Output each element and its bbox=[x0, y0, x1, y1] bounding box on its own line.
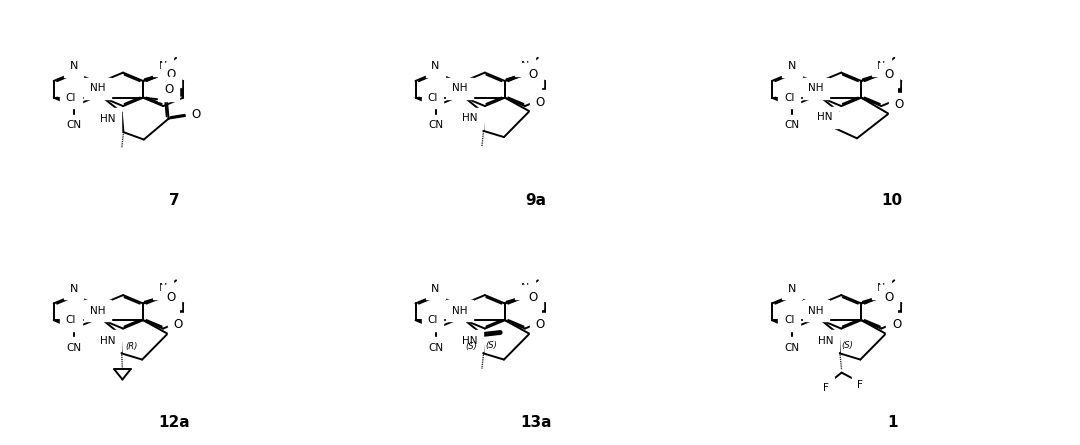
Text: O: O bbox=[164, 83, 173, 96]
Text: 7: 7 bbox=[168, 193, 179, 207]
Text: Cl: Cl bbox=[428, 315, 437, 325]
Text: F: F bbox=[823, 383, 828, 392]
Text: N: N bbox=[69, 61, 78, 71]
Text: (S): (S) bbox=[464, 343, 476, 352]
Text: HN: HN bbox=[461, 336, 477, 346]
Text: N: N bbox=[159, 283, 167, 293]
Text: N: N bbox=[431, 61, 440, 71]
Text: HN: HN bbox=[99, 336, 116, 346]
Text: O: O bbox=[894, 98, 904, 111]
Text: O: O bbox=[192, 109, 201, 121]
Text: 13a: 13a bbox=[521, 415, 552, 430]
Text: 9a: 9a bbox=[525, 193, 546, 207]
Text: N: N bbox=[69, 283, 78, 294]
Text: CN: CN bbox=[66, 343, 81, 353]
Text: CN: CN bbox=[66, 120, 81, 130]
Text: O: O bbox=[528, 291, 537, 303]
Text: NH: NH bbox=[451, 306, 468, 316]
Text: NH: NH bbox=[90, 83, 106, 93]
Text: N: N bbox=[431, 283, 440, 294]
Text: CN: CN bbox=[784, 120, 799, 130]
Text: O: O bbox=[536, 96, 544, 109]
Text: Cl: Cl bbox=[66, 315, 76, 325]
Text: N: N bbox=[787, 61, 796, 71]
Text: HN: HN bbox=[100, 114, 116, 124]
Text: (R): (R) bbox=[125, 343, 137, 352]
Text: O: O bbox=[892, 318, 901, 331]
Text: O: O bbox=[174, 318, 183, 331]
Text: O: O bbox=[528, 68, 537, 81]
Text: NH: NH bbox=[451, 83, 468, 93]
Text: Cl: Cl bbox=[428, 93, 437, 103]
Text: 1: 1 bbox=[887, 415, 897, 430]
Text: 10: 10 bbox=[881, 193, 903, 207]
Text: (S): (S) bbox=[485, 340, 497, 350]
Text: N: N bbox=[787, 283, 796, 294]
Text: O: O bbox=[536, 318, 544, 331]
Text: HN: HN bbox=[818, 336, 834, 346]
Text: NH: NH bbox=[808, 83, 824, 93]
Text: N: N bbox=[877, 283, 886, 293]
Text: O: O bbox=[885, 291, 893, 303]
Text: NH: NH bbox=[90, 306, 106, 316]
Text: N: N bbox=[521, 283, 529, 293]
Text: CN: CN bbox=[428, 343, 443, 353]
Text: CN: CN bbox=[428, 120, 443, 130]
Text: Cl: Cl bbox=[66, 93, 76, 103]
Text: CN: CN bbox=[784, 343, 799, 353]
Text: HN: HN bbox=[818, 113, 833, 122]
Text: Cl: Cl bbox=[784, 315, 794, 325]
Text: 12a: 12a bbox=[159, 415, 190, 430]
Text: O: O bbox=[166, 68, 175, 81]
Text: NH: NH bbox=[808, 306, 824, 316]
Text: N: N bbox=[159, 61, 167, 71]
Text: F: F bbox=[858, 380, 863, 391]
Text: (S): (S) bbox=[841, 340, 853, 350]
Text: HN: HN bbox=[461, 113, 477, 123]
Text: Cl: Cl bbox=[784, 93, 794, 103]
Text: O: O bbox=[885, 68, 893, 81]
Text: N: N bbox=[521, 61, 529, 71]
Text: N: N bbox=[877, 61, 886, 71]
Text: O: O bbox=[166, 291, 175, 303]
